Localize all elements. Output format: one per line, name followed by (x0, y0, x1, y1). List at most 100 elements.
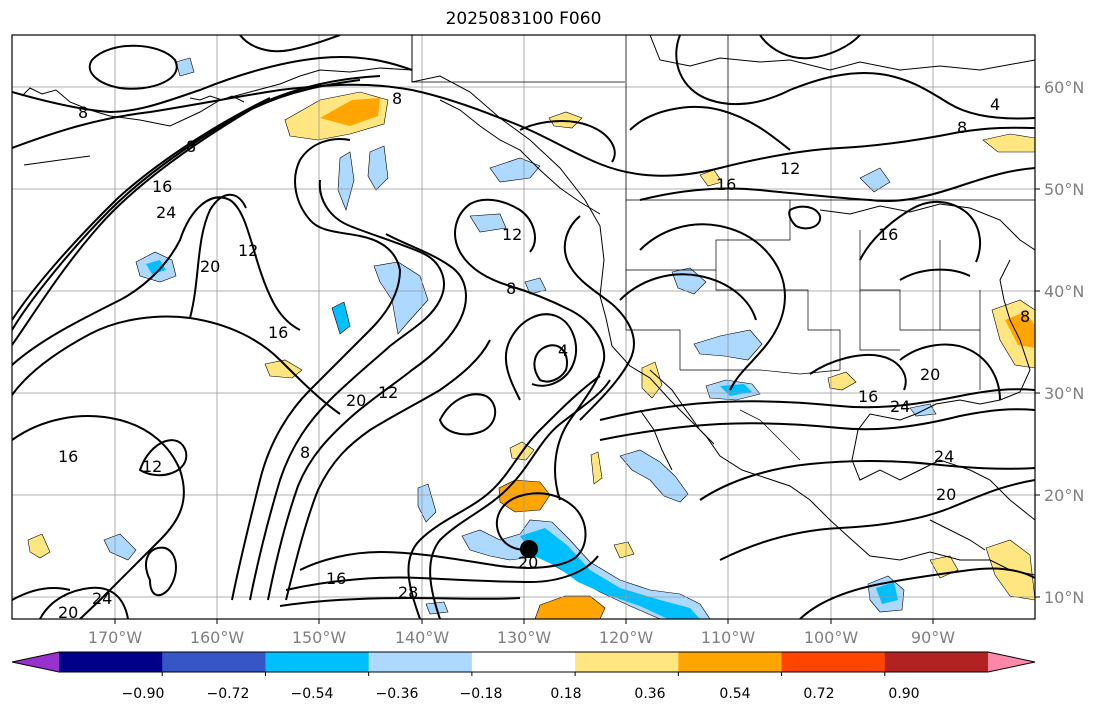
shade-negative (876, 582, 898, 604)
shade-positive (1005, 312, 1035, 348)
contour-label: 16 (326, 569, 346, 588)
colorbar-extend-max (988, 652, 1035, 672)
shade-negative (859, 167, 891, 193)
shade-positive (498, 479, 551, 513)
lat-label: 10°N (1044, 588, 1084, 607)
shade-positive (613, 541, 635, 559)
lat-label: 50°N (1044, 180, 1084, 199)
map-panel[interactable]: 8 4 8 12 16 16 24 12 20 12 8 16 4 20 12 … (12, 35, 1035, 622)
longitude-labels: 170°W 160°W 150°W 140°W 130°W 120°W 110°… (88, 619, 955, 647)
lat-label: 30°N (1044, 384, 1084, 403)
colorbar-tick-label: −0.90 (122, 686, 165, 702)
page-title: 2025083100 F060 (445, 9, 602, 29)
shade-negative (103, 533, 137, 561)
contour-label: 20 (936, 485, 956, 504)
contour-label: 4 (990, 95, 1000, 114)
shade-negative (373, 261, 429, 335)
colorbar-extend-min (12, 652, 59, 672)
contour-label: 24 (156, 203, 176, 222)
shade-positive (534, 595, 606, 619)
shade-negative (417, 483, 437, 523)
contour-label: 12 (502, 225, 522, 244)
contour-label: 12 (780, 159, 800, 178)
lon-label: 130°W (497, 628, 552, 647)
colorbar-segment (884, 652, 989, 672)
contour-label: 8 (392, 89, 402, 108)
lon-label: 110°W (701, 628, 756, 647)
shade-negative (337, 151, 355, 211)
colorbar-tick-label: 0.54 (719, 686, 750, 702)
latitude-labels: 60°N 50°N 40°N 30°N 20°N 10°N (1035, 78, 1084, 607)
lon-label: 90°W (911, 628, 955, 647)
colorbar-tick-label: 0.18 (550, 686, 581, 702)
colorbar-tick-label: 0.72 (803, 686, 834, 702)
shade-negative (469, 213, 507, 233)
lat-label: 20°N (1044, 486, 1084, 505)
lon-label: 140°W (395, 628, 450, 647)
contour-label: 20 (346, 391, 366, 410)
colorbar-tick-label: −0.72 (207, 686, 250, 702)
contour-label: 12 (142, 457, 162, 476)
colorbar-tick-label: 0.36 (634, 686, 665, 702)
shade-negative (520, 528, 700, 619)
contour-label: 8 (300, 443, 310, 462)
contour-label: 16 (268, 323, 288, 342)
colorbar-segment (678, 652, 783, 672)
map-background (12, 35, 1035, 619)
contour-label: 24 (934, 447, 954, 466)
colorbar-segment (162, 652, 266, 672)
shade-negative (524, 277, 547, 295)
contour-label: 20 (920, 365, 940, 384)
contour-label: 16 (878, 225, 898, 244)
shade-negative (619, 449, 689, 503)
colorbar-labels: −0.90 −0.72 −0.54 −0.36 −0.18 0.18 0.36 … (122, 686, 920, 702)
colorbar-tick-label: −0.18 (460, 686, 503, 702)
colorbar-segment (368, 652, 473, 672)
shade-negative (489, 157, 541, 183)
colorbar-segment (59, 652, 163, 672)
shade-positive (699, 169, 723, 187)
contour-labels: 8 4 8 12 16 16 24 12 20 12 8 16 4 20 12 … (58, 89, 1030, 619)
contour-label: 8 (957, 118, 967, 137)
contour-label: 28 (398, 583, 418, 602)
lon-label: 150°W (292, 628, 347, 647)
colorbar-segment (575, 652, 679, 672)
contour-label: 16 (858, 387, 878, 406)
contour-label: 4 (558, 341, 568, 360)
lat-label: 60°N (1044, 78, 1084, 97)
contour-label: 24 (890, 397, 910, 416)
shade-negative (175, 57, 195, 77)
shade-negative (331, 301, 351, 335)
contour-label: 8 (78, 103, 88, 122)
contour-label: 8 (186, 137, 196, 156)
colorbar-segment (265, 652, 370, 672)
colorbar (11, 651, 1036, 676)
political-borders (411, 35, 1035, 461)
contour-label: 8 (506, 279, 516, 298)
coastlines (21, 35, 1035, 576)
lat-label: 40°N (1044, 282, 1084, 301)
lon-label: 100°W (804, 628, 859, 647)
colorbar-tick-label: 0.90 (888, 686, 919, 702)
colorbar-segment (471, 652, 576, 672)
shade-positive (827, 371, 857, 391)
contours (12, 35, 1035, 619)
shade-negative (367, 145, 389, 191)
contour-label: 24 (92, 589, 112, 608)
shade-positive (590, 451, 603, 485)
lon-label: 120°W (599, 628, 654, 647)
lon-label: 160°W (190, 628, 245, 647)
lon-label: 170°W (88, 628, 143, 647)
storm-center-marker (520, 540, 538, 558)
shade-negative (146, 260, 166, 274)
contour-label: 16 (152, 177, 172, 196)
shade-positive (27, 533, 51, 559)
shade-positive (320, 98, 380, 126)
contour-label: 8 (1020, 307, 1030, 326)
contour-label: 16 (58, 447, 78, 466)
contour-label: 12 (378, 383, 398, 402)
colorbar-outline (11, 651, 1036, 673)
colorbar-tick-label: −0.54 (291, 686, 334, 702)
colorbar-segment (781, 652, 886, 672)
